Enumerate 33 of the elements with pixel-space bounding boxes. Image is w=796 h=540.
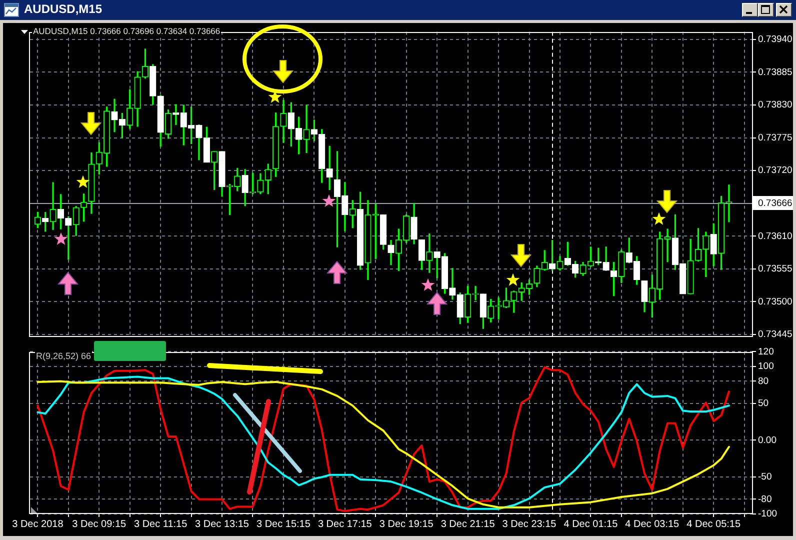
- x-tick-label: 3 Dec 13:15: [195, 518, 250, 530]
- x-tick-label: 3 Dec 17:15: [318, 518, 372, 530]
- y-tick-label: 0.73445: [758, 329, 792, 340]
- y-tick-label: 0.73775: [758, 132, 792, 144]
- y-tick-label: -50: [758, 472, 772, 483]
- y-tick-label: 50: [758, 398, 769, 409]
- x-tick-label: 4 Dec 01:15: [564, 518, 618, 530]
- x-tick-label: 3 Dec 15:15: [256, 518, 311, 530]
- y-tick-label: 0.73830: [758, 100, 792, 111]
- y-tick-label: 100: [758, 361, 774, 372]
- y-tick-label: -80: [758, 494, 772, 505]
- y-tick-label: 120: [758, 346, 774, 358]
- y-tick-label: 0.73720: [758, 165, 792, 176]
- x-tick-label: 3 Dec 2018: [12, 518, 64, 530]
- y-tick-label: 0.73555: [758, 264, 792, 275]
- y-tick-label: 0.73885: [758, 66, 792, 78]
- y-tick-label: 0.73940: [758, 34, 792, 46]
- y-tick-label: -100: [758, 508, 778, 520]
- x-tick-label: 4 Dec 05:15: [686, 518, 741, 530]
- x-tick-label: 3 Dec 11:15: [134, 518, 188, 530]
- x-tick-label: 3 Dec 19:15: [379, 518, 434, 530]
- x-tick-label: 3 Dec 21:15: [440, 518, 496, 530]
- y-tick-label: 0.73610: [758, 230, 792, 242]
- y-tick-label: 0.73500: [758, 296, 792, 308]
- y-tick-label: 0.00: [758, 434, 776, 446]
- x-tick-label: 4 Dec 03:15: [625, 518, 680, 530]
- x-tick-label: 3 Dec 23:15: [502, 518, 557, 530]
- chart-title: R(9,26,52) 66: [35, 351, 92, 362]
- y-tick-label: 80: [758, 376, 769, 387]
- chart-subtitle: AUDUSD,M15 0.73666 0.73696 0.73634 0.73666: [32, 26, 222, 37]
- x-tick-label: 3 Dec 09:15: [72, 518, 127, 530]
- chart-title: AUDUSD,M15: [23, 2, 104, 17]
- ref-line-label: 0.73666: [758, 198, 792, 210]
